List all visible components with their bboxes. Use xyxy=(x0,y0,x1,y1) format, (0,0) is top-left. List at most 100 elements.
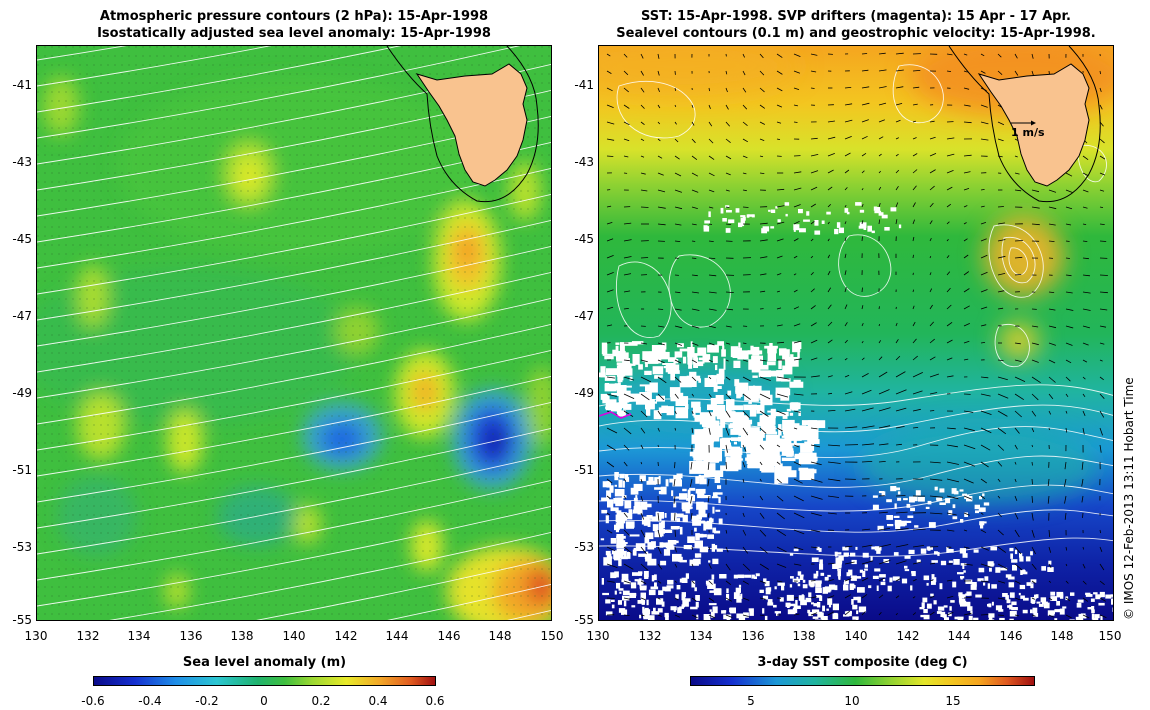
velocity-vector xyxy=(725,444,728,453)
velocity-vector xyxy=(742,410,750,418)
cloud-pixel xyxy=(987,603,990,607)
cloud-pixel xyxy=(621,573,629,580)
pressure-contour-line xyxy=(37,46,402,113)
velocity-vector xyxy=(674,104,677,108)
velocity-vector xyxy=(980,138,989,141)
cloud-pixel xyxy=(1100,615,1103,620)
cloud-pixel xyxy=(703,614,711,620)
velocity-vector xyxy=(674,121,677,125)
velocity-vector xyxy=(946,444,958,448)
velocity-vector xyxy=(759,478,762,482)
cloud-pixel xyxy=(759,416,776,425)
cloud-pixel xyxy=(855,546,858,550)
cloud-pixel xyxy=(1019,584,1026,590)
cloud-pixel xyxy=(653,410,662,420)
cloud-pixel xyxy=(781,450,794,456)
velocity-vector xyxy=(640,614,645,617)
cloud-pixel xyxy=(738,617,746,620)
velocity-vector xyxy=(725,529,728,534)
velocity-vector xyxy=(946,271,951,276)
velocity-vector xyxy=(1031,393,1039,401)
velocity-vector xyxy=(912,596,916,599)
cloud-pixel xyxy=(775,206,778,209)
cloud-pixel xyxy=(897,491,901,495)
velocity-vector xyxy=(1048,393,1054,400)
cloud-pixel xyxy=(605,550,611,556)
cloud-pixel xyxy=(725,228,731,233)
velocity-vector xyxy=(929,461,941,464)
cloud-pixel xyxy=(775,438,791,452)
velocity-vector xyxy=(946,70,952,72)
cloud-pixel xyxy=(616,548,624,555)
cloud-pixel xyxy=(637,580,644,585)
velocity-vector xyxy=(844,221,847,225)
cloud-pixel xyxy=(726,588,729,594)
velocity-vector xyxy=(657,104,661,109)
cloud-pixel xyxy=(712,558,719,565)
velocity-vector xyxy=(606,222,613,225)
cloud-pixel xyxy=(808,612,813,617)
velocity-vector xyxy=(929,338,935,344)
cloud-pixel xyxy=(618,558,622,567)
cloud-pixel xyxy=(864,568,868,571)
velocity-vector xyxy=(742,393,751,400)
velocity-vector xyxy=(793,104,798,107)
velocity-vector xyxy=(912,338,917,344)
cloud-pixel xyxy=(926,603,932,609)
pressure-contour-line xyxy=(37,297,551,399)
cloud-pixel xyxy=(1093,592,1098,595)
cloud-pixel xyxy=(611,604,615,609)
cloud-pixel xyxy=(736,382,749,392)
velocity-vector xyxy=(691,121,695,126)
velocity-vector xyxy=(1048,325,1057,329)
velocity-vector xyxy=(725,206,730,208)
cloud-pixel xyxy=(737,350,749,360)
pressure-contour-line xyxy=(37,349,551,451)
velocity-vector xyxy=(1048,206,1057,210)
cloud-pixel xyxy=(648,476,654,483)
velocity-vector xyxy=(759,138,765,141)
cloud-pixel xyxy=(710,611,715,618)
cloud-pixel xyxy=(930,593,934,597)
cloud-pixel xyxy=(674,351,683,358)
velocity-vector xyxy=(708,597,715,602)
sla-colorbar-tick: -0.6 xyxy=(81,694,105,708)
cloud-pixel xyxy=(657,351,670,360)
cloud-pixel xyxy=(806,211,810,216)
velocity-vector xyxy=(946,221,950,225)
velocity-vector xyxy=(878,461,886,463)
velocity-vector xyxy=(861,220,864,225)
cloud-pixel xyxy=(782,414,788,419)
velocity-vector xyxy=(1064,478,1067,487)
cloud-pixel xyxy=(691,401,701,408)
right-lon-label: 140 xyxy=(844,629,868,643)
cloud-pixel xyxy=(677,607,682,614)
cloud-pixel xyxy=(793,433,798,438)
cloud-pixel xyxy=(819,595,823,601)
cloud-pixel xyxy=(931,574,935,580)
velocity-vector xyxy=(1099,223,1105,225)
cloud-pixel xyxy=(1079,616,1084,620)
cloud-pixel xyxy=(1002,593,1008,597)
velocity-vector xyxy=(861,204,864,208)
velocity-vector xyxy=(1031,223,1040,226)
cloud-pixel xyxy=(987,583,990,589)
cloud-pixel xyxy=(747,419,753,425)
cloud-pixel xyxy=(763,578,767,583)
velocity-vector xyxy=(1099,274,1108,276)
cloud-pixel xyxy=(721,411,736,423)
cloud-pixel xyxy=(740,593,743,599)
velocity-vector xyxy=(640,87,645,93)
cloud-pixel xyxy=(638,364,643,370)
velocity-vector xyxy=(708,172,715,177)
velocity-vector xyxy=(1031,461,1033,466)
cloud-pixel xyxy=(921,602,925,608)
cloud-pixel xyxy=(979,521,987,524)
right-title: SST: 15-Apr-1998. SVP drifters (magenta)… xyxy=(598,8,1114,42)
cloud-pixel xyxy=(758,364,769,370)
velocity-vector xyxy=(810,238,814,242)
velocity-vector xyxy=(827,186,833,191)
velocity-vector xyxy=(623,53,628,58)
cloud-pixel xyxy=(916,559,921,563)
velocity-vector xyxy=(1014,597,1021,601)
